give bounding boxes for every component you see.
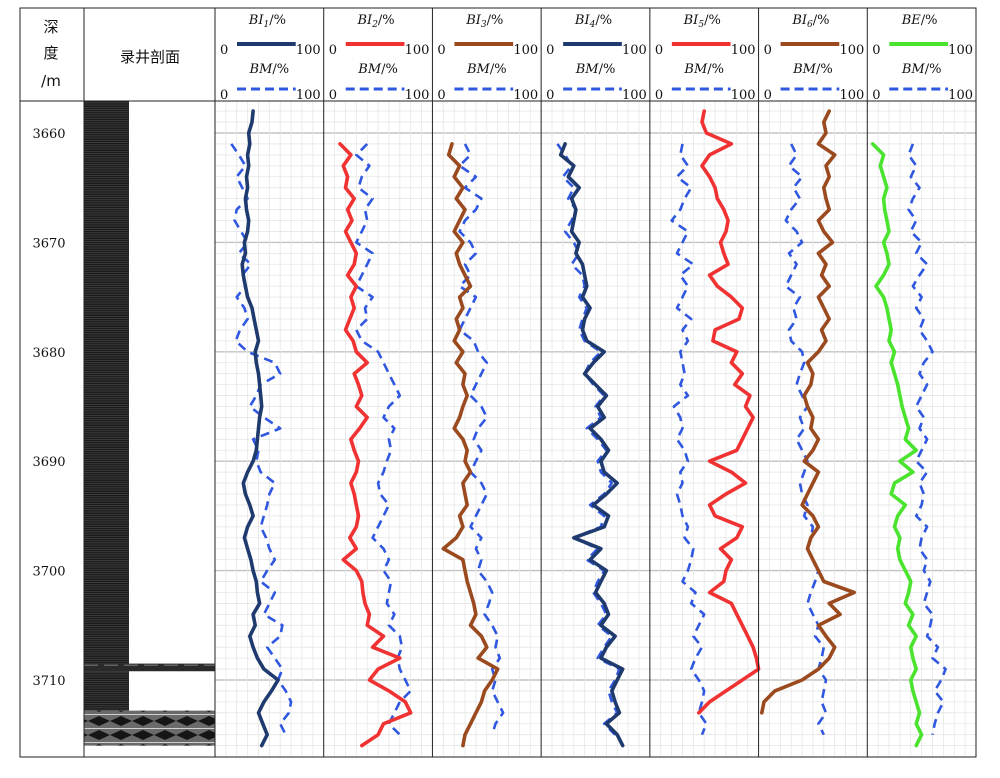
bm-title: BM/%	[575, 62, 616, 77]
depth-tick-label: 3670	[32, 236, 65, 251]
bm-title: BM/%	[683, 62, 724, 77]
section-header: 录井剖面	[120, 48, 180, 66]
lithology-layer	[84, 671, 129, 711]
track-curves	[870, 142, 947, 748]
scale-max: 100	[731, 88, 756, 103]
scale-max: 100	[513, 88, 538, 103]
track-title: BE/%	[901, 13, 938, 28]
depth-tick-label: 3680	[32, 346, 65, 361]
scale-max: 100	[731, 43, 756, 58]
track-header: BI4/% 0 100 BM/% 0 100	[546, 13, 647, 103]
bm-title: BM/%	[901, 62, 942, 77]
main-curve	[558, 142, 625, 748]
scale-max: 100	[948, 88, 973, 103]
main-curve	[338, 142, 413, 748]
scale-max: 100	[405, 43, 430, 58]
bm-curve	[458, 143, 505, 736]
depth-axis: 3660 3670 3680 3690 3700 3710	[32, 127, 65, 689]
scale-max: 100	[513, 43, 538, 58]
track-title: BI2/%	[356, 13, 394, 30]
depth-tick-label: 3690	[32, 455, 65, 470]
scale-min: 0	[764, 43, 772, 58]
lithology-layer	[84, 663, 215, 672]
track-header: BI6/% 0 100 BM/% 0 100	[764, 13, 865, 103]
scale-max: 100	[839, 43, 864, 58]
track-header: BI1/% 0 100 BM/% 0 100	[220, 13, 321, 103]
depth-tick-label: 3700	[32, 565, 65, 580]
track-title: BI4/%	[574, 13, 612, 30]
track-curves	[338, 142, 413, 748]
bm-curve	[784, 143, 828, 736]
scale-min: 0	[546, 43, 554, 58]
track-curves	[759, 109, 857, 736]
main-curve	[441, 142, 500, 748]
depth-tick-label: 3710	[32, 674, 65, 689]
track-title: BI1/%	[248, 13, 286, 30]
main-curve	[696, 109, 761, 715]
track-header: BI2/% 0 100 BM/% 0 100	[329, 13, 430, 103]
track-grids	[215, 101, 976, 757]
scale-max: 100	[948, 43, 973, 58]
track-title: BI6/%	[791, 13, 829, 30]
scale-min: 0	[655, 43, 663, 58]
scale-min: 0	[872, 88, 880, 103]
track-curves	[670, 109, 761, 736]
bm-title: BM/%	[792, 62, 833, 77]
track-curves	[441, 142, 505, 748]
scale-max: 100	[839, 88, 864, 103]
lithology-column	[84, 101, 215, 757]
scale-max: 100	[622, 43, 647, 58]
scale-min: 0	[872, 43, 880, 58]
bm-curve	[354, 142, 413, 736]
scale-min: 0	[437, 88, 445, 103]
scale-max: 100	[622, 88, 647, 103]
scale-min: 0	[655, 88, 663, 103]
bm-title: BM/%	[466, 62, 507, 77]
track-header: BE/% 0 100 BM/% 0 100	[872, 13, 973, 103]
track-title: BI3/%	[465, 13, 503, 30]
depth-tick-label: 3660	[32, 127, 65, 142]
scale-max: 100	[405, 88, 430, 103]
lithology-layer	[84, 710, 215, 746]
outer-border	[19, 7, 977, 758]
lithology-layer	[84, 101, 129, 664]
track-header: BI3/% 0 100 BM/% 0 100	[437, 13, 538, 103]
bm-title: BM/%	[249, 62, 290, 77]
track-curves	[556, 142, 625, 748]
scale-min: 0	[329, 43, 337, 58]
main-curve	[759, 109, 857, 715]
scale-min: 0	[764, 88, 772, 103]
scale-max: 100	[296, 88, 321, 103]
main-curve	[870, 142, 924, 748]
scale-min: 0	[220, 43, 228, 58]
figure-frame	[19, 7, 977, 758]
log-curves	[230, 109, 947, 748]
scale-min: 0	[437, 43, 445, 58]
bm-curve	[907, 143, 947, 735]
bm-curve	[556, 143, 621, 736]
main-curve	[240, 109, 280, 748]
track-title: BI5/%	[683, 13, 721, 30]
scale-max: 100	[296, 43, 321, 58]
depth-header-line: /m	[41, 72, 61, 90]
scale-min: 0	[329, 88, 337, 103]
track-curves	[230, 109, 293, 748]
depth-header-line: 深	[43, 18, 58, 36]
bm-curve	[230, 143, 293, 736]
bm-title: BM/%	[357, 62, 398, 77]
scale-min: 0	[546, 88, 554, 103]
scale-min: 0	[220, 88, 228, 103]
depth-header-line: 度	[43, 44, 58, 62]
track-header: BI5/% 0 100 BM/% 0 100	[655, 13, 756, 103]
bm-curve	[670, 143, 708, 736]
